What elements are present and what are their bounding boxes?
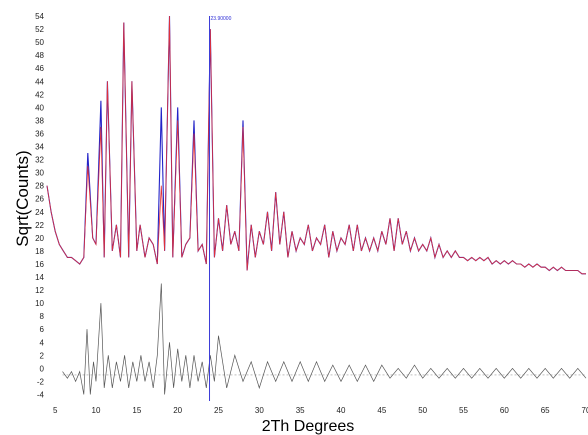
- y-tick-label: 18: [35, 247, 44, 256]
- y-tick-label: 54: [35, 12, 44, 21]
- x-tick-label: 60: [500, 406, 509, 415]
- y-tick-label: 14: [35, 273, 44, 282]
- x-axis-tick-labels: 5 10 15 20 25 30 35 40 45 50 55 60 65 70: [53, 406, 588, 415]
- x-tick-label: 25: [214, 406, 223, 415]
- cursor-position-label: 23.90000: [211, 16, 232, 22]
- y-tick-label: 12: [35, 286, 44, 295]
- y-tick-label: 4: [40, 338, 45, 347]
- y-tick-label: 38: [35, 116, 44, 125]
- x-tick-label: 50: [418, 406, 427, 415]
- y-tick-label: 8: [40, 312, 45, 321]
- y-tick-label: -2: [37, 377, 45, 386]
- x-tick-label: 40: [337, 406, 346, 415]
- y-tick-label: 2: [40, 351, 45, 360]
- y-tick-label: 34: [35, 143, 44, 152]
- y-tick-label: 42: [35, 90, 44, 99]
- y-tick-label: 44: [35, 77, 44, 86]
- x-tick-label: 55: [459, 406, 468, 415]
- y-tick-label: 30: [35, 169, 44, 178]
- y-tick-label: 26: [35, 195, 44, 204]
- x-tick-label: 10: [92, 406, 101, 415]
- x-tick-label: 70: [582, 406, 588, 415]
- difference-curve: [62, 283, 587, 395]
- y-tick-label: 40: [35, 103, 44, 112]
- y-tick-label: 24: [35, 208, 44, 217]
- x-tick-label: 15: [132, 406, 141, 415]
- x-tick-label: 5: [53, 406, 58, 415]
- y-tick-label: 28: [35, 182, 44, 191]
- y-tick-label: 52: [35, 25, 44, 34]
- x-tick-label: 65: [541, 406, 550, 415]
- x-tick-label: 35: [296, 406, 305, 415]
- y-tick-label: 32: [35, 156, 44, 165]
- y-tick-label: 36: [35, 129, 44, 138]
- y-axis-tick-labels: -4-2024681012141618202224262830323436384…: [35, 12, 44, 399]
- y-tick-label: 22: [35, 221, 44, 230]
- x-tick-label: 45: [377, 406, 386, 415]
- calculated-curve: [46, 15, 586, 275]
- y-tick-label: 10: [35, 299, 44, 308]
- y-tick-label: 6: [40, 325, 45, 334]
- y-axis-title: Sqrt(Counts): [13, 150, 32, 246]
- y-tick-label: -4: [37, 390, 45, 399]
- y-tick-label: 48: [35, 51, 44, 60]
- x-tick-label: 30: [255, 406, 264, 415]
- y-tick-label: 46: [35, 64, 44, 73]
- x-tick-label: 20: [173, 406, 182, 415]
- y-tick-label: 20: [35, 234, 44, 243]
- y-tick-label: 0: [40, 364, 45, 373]
- y-tick-label: 16: [35, 260, 44, 269]
- x-axis-title: 2Th Degrees: [262, 418, 355, 435]
- y-tick-label: 50: [35, 38, 44, 47]
